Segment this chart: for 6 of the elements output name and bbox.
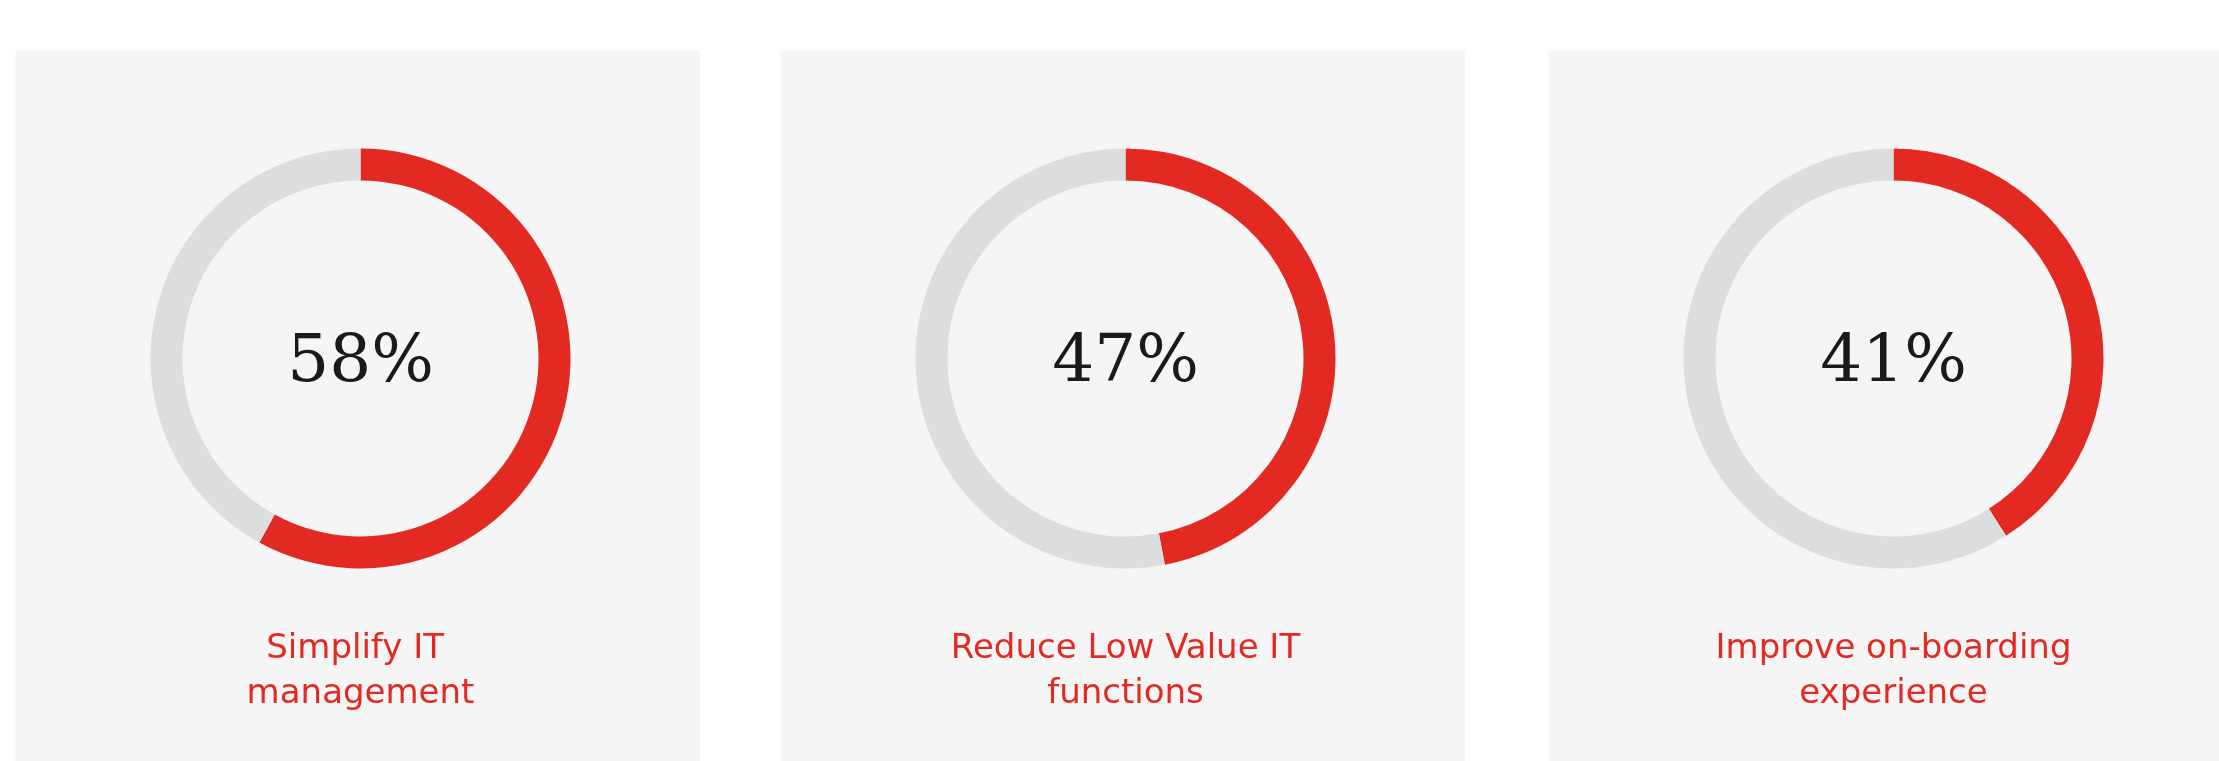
text: 41% [1820, 320, 1967, 397]
text: Improve on-boarding experience [1715, 625, 2072, 711]
text: Reduce Low Value IT functions [950, 625, 1301, 711]
text: Simplify IT management [246, 625, 475, 711]
text: 47% [1052, 320, 1199, 397]
text: 58% [287, 320, 434, 397]
